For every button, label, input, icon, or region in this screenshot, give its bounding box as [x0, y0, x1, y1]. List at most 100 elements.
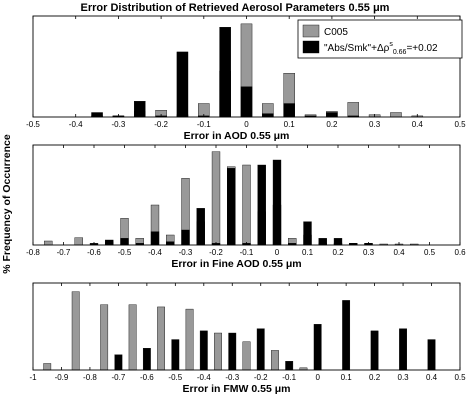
bar-fmw-abs-smk	[228, 332, 237, 371]
x-tick-label-fmw: -0.2	[254, 373, 268, 382]
bar-fmw-c005	[100, 304, 109, 371]
plot-frame-fmw	[32, 282, 461, 371]
x-tick-label-aod: 0.3	[369, 120, 381, 129]
bar-fine-aod-abs-smk	[303, 221, 312, 246]
legend-label-abs-smk-suffix: =+0.02	[406, 43, 438, 54]
x-tick-label-fine-aod: -0.1	[240, 248, 254, 257]
bar-fmw-c005	[214, 332, 222, 371]
x-tick-label-fmw: 0.2	[369, 373, 381, 382]
bar-fine-aod-abs-smk	[272, 159, 282, 246]
bar-fmw-abs-smk	[256, 328, 265, 371]
bar-fmw-c005	[128, 304, 137, 371]
x-tick-label-fine-aod: 0.2	[332, 248, 344, 257]
x-tick-label-fine-aod: -0.5	[118, 248, 132, 257]
x-tick-label-fine-aod: -0.6	[87, 248, 101, 257]
bar-fmw-c005	[271, 350, 279, 371]
bar-fine-aod-abs-smk	[105, 239, 114, 246]
x-tick-label-fine-aod: -0.8	[26, 248, 40, 257]
x-tick-label-aod: 0.5	[454, 120, 466, 129]
legend-swatch-abs-smk	[302, 40, 320, 54]
bar-fmw-abs-smk	[342, 300, 351, 371]
x-tick-label-fmw: 0.5	[454, 373, 466, 382]
bar-fmw-c005	[43, 363, 52, 371]
x-tick-label-aod: 0.2	[326, 120, 338, 129]
panel-fmw: -1 -0.9 -0.8 -0.7 -0.6 -0.5 -0.4 -0.3 -0.2 -0.1 0 0…	[29, 282, 466, 395]
x-tick-label-fmw: 0.4	[426, 373, 438, 382]
legend-swatch-c005	[302, 24, 320, 38]
x-tick-label-fine-aod: 0.4	[393, 248, 405, 257]
x-tick-label-fine-aod: 0.3	[363, 248, 375, 257]
bar-fine-aod-abs-smk	[257, 164, 266, 246]
x-tick-label-fine-aod: 0.5	[424, 248, 436, 257]
bar-fine-aod-c005	[242, 164, 251, 246]
x-tick-label-aod: 0.4	[412, 120, 424, 129]
x-tick-label-fmw: 0.3	[398, 373, 410, 382]
bar-aod-abs-smk	[133, 101, 146, 118]
figure-title: Error Distribution of Retrieved Aerosol …	[81, 2, 390, 14]
bar-fmw-abs-smk	[427, 339, 436, 371]
bar-fmw-abs-smk	[313, 324, 322, 371]
bar-fine-aod-abs-smk	[227, 168, 236, 246]
bar-fmw-c005	[185, 308, 194, 371]
y-axis-label: % Frequency of Occurrence	[1, 134, 13, 274]
bar-aod-c005	[347, 102, 360, 118]
panel-aod: -0.5 -0.4 -0.3 -0.2 -0.1 0 0.1 0.2 0.3 0.4 0.5 Erro…	[26, 15, 466, 142]
x-tick-label-fmw: 0.1	[341, 373, 353, 382]
x-tick-label-fine-aod: 0	[275, 248, 280, 257]
bar-fmw-c005	[242, 341, 251, 371]
x-tick-label-fmw: -0.5	[168, 373, 182, 382]
bar-aod-abs-smk	[219, 27, 231, 118]
x-tick-label-aod: -0.2	[154, 120, 168, 129]
x-axis-label-fine-aod: Error in Fine AOD 0.55 μm	[171, 258, 301, 270]
panel-fine-aod: -0.8 -0.7 -0.6 -0.5 -0.4 -0.3 -0.2 -0.1 0 0.1 0.2 0…	[26, 144, 466, 270]
legend: C005 "Abs/Smk"+Δρs0.66=+0.02	[297, 19, 463, 59]
bar-fmw-abs-smk	[171, 339, 180, 371]
bar-aod-c005	[390, 112, 402, 118]
x-tick-label-fmw: -0.9	[55, 373, 69, 382]
bar-fine-aod-c005	[44, 240, 53, 246]
bar-aod-abs-smk	[262, 113, 274, 118]
x-tick-label-aod: -0.4	[69, 120, 83, 129]
bar-fmw-c005	[71, 291, 80, 371]
legend-label-c005: C005	[324, 27, 348, 38]
bar-aod-abs-smk	[240, 86, 253, 118]
x-tick-label-fmw: -0.6	[140, 373, 154, 382]
x-tick-label-aod: -0.1	[197, 120, 211, 129]
x-tick-label-fmw: 0	[315, 373, 320, 382]
x-tick-label-fmw: -0.3	[225, 373, 239, 382]
bar-fmw-abs-smk	[399, 328, 407, 371]
legend-label-abs-smk: "Abs/Smk"+Δρs0.66=+0.02	[324, 41, 438, 56]
legend-box	[297, 19, 463, 59]
bar-fmw-abs-smk	[142, 348, 151, 371]
x-axis-label-fmw: Error in FMW 0.55 μm	[183, 383, 291, 395]
legend-label-abs-smk-sup: s	[389, 41, 393, 48]
bar-fmw-c005	[157, 306, 165, 371]
legend-label-abs-smk-sub: 0.66	[393, 49, 407, 56]
x-tick-label-fmw: -0.1	[282, 373, 296, 382]
x-tick-label-aod: -0.5	[26, 120, 40, 129]
x-axis-label-aod: Error in AOD 0.55 μm	[184, 130, 290, 142]
x-tick-label-fine-aod: -0.4	[148, 248, 162, 257]
bar-fine-aod-c005	[74, 237, 83, 246]
x-tick-label-fine-aod: 0.6	[454, 248, 466, 257]
x-tick-label-fmw: -0.8	[83, 373, 97, 382]
bar-fmw-abs-smk	[370, 330, 379, 371]
bar-aod-abs-smk	[91, 112, 103, 118]
x-tick-label-aod: 0	[244, 120, 249, 129]
legend-label-abs-smk-main: "Abs/Smk"+Δρ	[324, 43, 390, 54]
x-tick-label-fmw: -1	[29, 373, 37, 382]
bar-fine-aod-c005	[211, 151, 221, 246]
bar-aod-abs-smk	[176, 51, 189, 118]
bar-fmw-abs-smk	[199, 330, 208, 371]
bar-fine-aod-abs-smk	[166, 241, 175, 246]
x-tick-label-fine-aod: 0.1	[302, 248, 314, 257]
x-tick-label-fmw: -0.4	[197, 373, 211, 382]
x-tick-label-fmw: -0.7	[112, 373, 126, 382]
bar-fine-aod-abs-smk	[196, 208, 205, 246]
x-tick-label-aod: -0.3	[112, 120, 126, 129]
x-tick-label-aod: 0.1	[284, 120, 296, 129]
x-tick-label-fine-aod: -0.3	[179, 248, 193, 257]
x-tick-label-fine-aod: -0.2	[209, 248, 223, 257]
x-tick-label-fine-aod: -0.7	[57, 248, 71, 257]
bar-fine-aod-abs-smk	[318, 238, 327, 246]
